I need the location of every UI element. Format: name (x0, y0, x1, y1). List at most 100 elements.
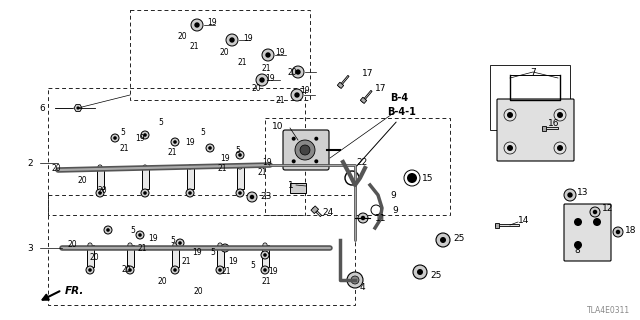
Circle shape (507, 145, 513, 151)
Polygon shape (186, 167, 193, 189)
Circle shape (236, 189, 244, 197)
Polygon shape (262, 245, 269, 267)
Text: 20: 20 (68, 239, 77, 249)
Circle shape (126, 266, 134, 274)
Circle shape (358, 213, 368, 223)
Circle shape (250, 195, 254, 199)
Circle shape (143, 165, 147, 169)
Circle shape (226, 34, 238, 46)
Circle shape (263, 243, 267, 247)
Circle shape (259, 77, 265, 83)
Text: 20: 20 (158, 277, 168, 286)
Text: 21: 21 (262, 63, 271, 73)
Text: 19: 19 (148, 234, 157, 243)
Text: 2: 2 (27, 158, 33, 167)
Polygon shape (495, 224, 519, 226)
Text: 6: 6 (39, 103, 45, 113)
Circle shape (106, 228, 110, 232)
Circle shape (314, 137, 318, 141)
Text: 20: 20 (52, 164, 61, 172)
Text: 21: 21 (190, 42, 200, 51)
Text: 5: 5 (158, 117, 163, 126)
Polygon shape (216, 245, 223, 267)
Circle shape (291, 89, 303, 101)
Polygon shape (339, 76, 349, 87)
Circle shape (141, 189, 149, 197)
Text: FR.: FR. (65, 286, 84, 296)
Text: 9: 9 (390, 190, 396, 199)
Circle shape (261, 251, 269, 259)
Text: 20: 20 (90, 253, 100, 262)
Circle shape (138, 233, 142, 237)
Circle shape (263, 268, 267, 272)
Polygon shape (127, 245, 134, 267)
Circle shape (186, 189, 194, 197)
Circle shape (294, 92, 300, 98)
Circle shape (436, 233, 450, 247)
Circle shape (171, 138, 179, 146)
Polygon shape (495, 222, 499, 228)
Text: 20: 20 (220, 47, 230, 57)
Circle shape (557, 112, 563, 118)
Polygon shape (172, 245, 179, 267)
Text: 19: 19 (243, 34, 253, 43)
Polygon shape (311, 206, 319, 213)
Text: 22: 22 (356, 157, 367, 166)
Text: 17: 17 (362, 68, 374, 77)
Circle shape (613, 227, 623, 237)
Circle shape (76, 107, 79, 110)
Polygon shape (542, 127, 558, 129)
Text: 5: 5 (120, 127, 125, 137)
Polygon shape (97, 167, 104, 189)
Circle shape (238, 165, 242, 169)
Bar (130, 10, 310, 100)
Polygon shape (141, 167, 148, 189)
Text: 20: 20 (78, 175, 88, 185)
Circle shape (223, 246, 227, 250)
Circle shape (593, 218, 601, 226)
Circle shape (574, 241, 582, 249)
Text: 21: 21 (258, 167, 268, 177)
Text: 23: 23 (260, 191, 271, 201)
Text: 4: 4 (359, 283, 365, 292)
Circle shape (171, 266, 179, 274)
Circle shape (98, 191, 102, 195)
Text: 5: 5 (235, 146, 240, 155)
Text: 20: 20 (194, 287, 204, 297)
Text: 20: 20 (252, 84, 262, 92)
Circle shape (176, 239, 184, 247)
Text: 11: 11 (375, 213, 387, 222)
Circle shape (292, 66, 304, 78)
Text: 14: 14 (518, 215, 529, 225)
Circle shape (347, 272, 363, 288)
Circle shape (238, 191, 242, 195)
Text: 21: 21 (222, 268, 232, 276)
Circle shape (590, 207, 600, 217)
Text: 19: 19 (220, 154, 230, 163)
Circle shape (247, 192, 257, 202)
Text: B-4-1: B-4-1 (387, 107, 416, 117)
Circle shape (361, 216, 365, 220)
Circle shape (128, 243, 132, 247)
Circle shape (173, 243, 177, 247)
Circle shape (178, 241, 182, 245)
Text: 15: 15 (422, 173, 433, 182)
FancyBboxPatch shape (564, 204, 611, 261)
Bar (48, 88, 305, 215)
Circle shape (314, 159, 318, 163)
Text: 21: 21 (120, 143, 129, 153)
Text: 3: 3 (27, 244, 33, 252)
Polygon shape (337, 82, 344, 89)
Text: 21: 21 (168, 148, 177, 156)
Text: 8: 8 (574, 245, 580, 254)
Circle shape (96, 189, 104, 197)
Circle shape (407, 173, 417, 183)
Text: 21: 21 (262, 277, 271, 286)
Circle shape (300, 145, 310, 155)
Text: 19: 19 (192, 247, 202, 257)
Circle shape (206, 144, 214, 152)
Circle shape (88, 243, 92, 247)
Polygon shape (360, 97, 367, 103)
Circle shape (216, 266, 224, 274)
Circle shape (557, 145, 563, 151)
